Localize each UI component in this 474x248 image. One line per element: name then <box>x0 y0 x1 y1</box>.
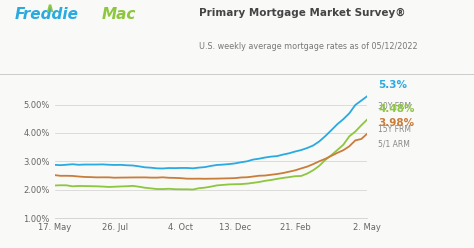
Text: U.S. weekly average mortgage rates as of 05/12/2022: U.S. weekly average mortgage rates as of… <box>199 42 418 51</box>
Text: 5/1 ARM: 5/1 ARM <box>378 139 410 148</box>
Text: 15Y FRM: 15Y FRM <box>378 125 411 134</box>
Text: Freddie: Freddie <box>14 7 78 22</box>
Text: 5.3%: 5.3% <box>378 81 408 91</box>
Text: 4.48%: 4.48% <box>378 104 415 114</box>
Text: 3.98%: 3.98% <box>378 118 415 128</box>
Text: Primary Mortgage Market Survey®: Primary Mortgage Market Survey® <box>199 7 406 18</box>
Text: Mac: Mac <box>102 7 137 22</box>
Text: 30Y FRM: 30Y FRM <box>378 102 411 111</box>
Text: ∧: ∧ <box>44 2 55 15</box>
